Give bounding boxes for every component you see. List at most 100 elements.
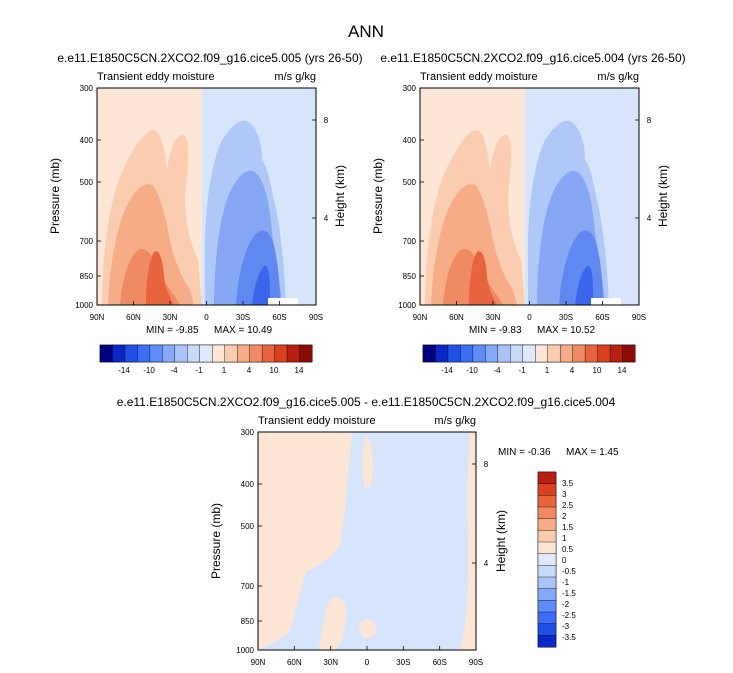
panel-3-positive-region-north	[258, 432, 352, 650]
cbar-2-label: 10	[593, 366, 602, 375]
cbar-3-swatch	[537, 483, 557, 496]
panel-1-xtick: 0	[204, 313, 209, 322]
panel-1-min: MIN = -9.85	[146, 325, 199, 336]
panel-2: e.e11.E1850C5CN.2XCO2.f09_g16.cice5.004 …	[371, 51, 686, 375]
cbar-3-label: 0	[562, 556, 567, 565]
cbar-1-swatch	[224, 344, 238, 363]
cbar-2-label: 14	[618, 366, 627, 375]
panel-3-y2tick: 8	[484, 460, 489, 469]
cbar-3-label: -1.5	[562, 589, 576, 598]
cbar-1-swatch	[236, 344, 251, 363]
panel-1-xtick: 90S	[309, 313, 323, 322]
cbar-1-label: -14	[118, 366, 130, 375]
panel-2-xtick: 30N	[486, 313, 501, 322]
cbar-1-swatch	[286, 344, 301, 363]
panel-2-x-ticks	[419, 301, 640, 305]
panel-1-x-ticks	[96, 301, 317, 305]
cbar-3-swatch	[537, 530, 557, 543]
panel-2-neg-contour-5	[575, 265, 593, 305]
panel-1-xtick: 30N	[163, 313, 178, 322]
cbar-1-swatch	[212, 344, 226, 363]
panel-2-xtick: 90N	[413, 313, 428, 322]
panel-3-xtick: 60N	[287, 658, 302, 667]
panel-3-ylabel: Pressure (mb)	[209, 503, 223, 579]
panel-2-y2tick: 4	[647, 214, 652, 223]
cbar-1-swatch	[149, 344, 163, 363]
panel-1-y-ticks	[97, 87, 101, 306]
panel-3-ytick: 1000	[236, 646, 254, 655]
cbar-2-swatch	[460, 344, 474, 363]
panel-3-left-label: Transient eddy moisture	[258, 415, 376, 427]
panel-2-ytick: 700	[403, 237, 417, 246]
panel-1-xtick: 30S	[236, 313, 250, 322]
panel-3-xtick: 30S	[396, 658, 410, 667]
cbar-3-swatch	[537, 495, 557, 508]
cbar-2-swatch	[422, 344, 436, 363]
cbar-3-label: 0.5	[562, 545, 574, 554]
panel-3-xtick: 0	[365, 658, 370, 667]
cbar-1-swatch	[299, 344, 313, 363]
cbar-2-label: -4	[493, 366, 501, 375]
panel-3-ytick: 400	[241, 480, 255, 489]
cbar-3-swatch	[537, 471, 557, 485]
panel-2-ytick: 400	[403, 136, 417, 145]
panel-3-y2tick: 4	[484, 559, 489, 568]
panel-3-xtick: 90N	[251, 658, 266, 667]
cbar-2-swatch	[559, 344, 574, 363]
cbar-2-swatch	[597, 344, 611, 363]
panel-2-ytick: 300	[403, 84, 417, 93]
cbar-1-swatch	[112, 344, 126, 363]
panel-1-colorbar-labels: -14 -10 -4 -1 1 4 10 14	[118, 366, 304, 375]
cbar-2-label: 4	[570, 366, 575, 375]
panel-3-y2label: Height (km)	[494, 510, 508, 572]
cbar-1-swatch	[274, 344, 288, 363]
cbar-1-label: -1	[195, 366, 203, 375]
panel-1-y2tick: 4	[324, 214, 329, 223]
panel-2-y-ticks	[420, 87, 424, 306]
panel-2-ytick: 1000	[398, 301, 416, 310]
cbar-3-swatch	[537, 611, 557, 625]
cbar-3-label: -2	[562, 600, 570, 609]
panel-1-contours	[97, 88, 316, 305]
cbar-1-swatch	[124, 344, 138, 363]
panel-2-ylabel: Pressure (mb)	[371, 158, 385, 234]
cbar-3-label: 1.5	[562, 523, 574, 532]
panel-3-ytick: 850	[241, 617, 255, 626]
panel-2-pos-contour-5	[469, 251, 497, 305]
cbar-3-label: -2.5	[562, 611, 576, 620]
panel-1-missing-area	[268, 298, 298, 305]
panel-1-ytick: 400	[80, 136, 94, 145]
panel-1: e.e11.E1850C5CN.2XCO2.f09_g16.cice5.005 …	[48, 51, 363, 375]
cbar-3-swatch	[537, 576, 557, 590]
panel-2-ytick: 500	[403, 178, 417, 187]
panel-1-left-label: Transient eddy moisture	[97, 71, 215, 83]
panel-3-x-ticks	[257, 646, 477, 650]
cbar-1-label: 10	[270, 366, 279, 375]
panel-1-ytick: 1000	[75, 301, 93, 310]
cbar-1-swatch	[137, 344, 151, 363]
panel-1-ylabel: Pressure (mb)	[48, 158, 62, 234]
panel-2-xtick: 60S	[595, 313, 609, 322]
panel-3-xtick: 90S	[469, 658, 483, 667]
panel-2-y2label: Height (km)	[656, 165, 670, 227]
cbar-1-label: 4	[247, 366, 252, 375]
panel-1-right-label: m/s g/kg	[274, 71, 316, 83]
cbar-2-label: 1	[545, 366, 550, 375]
cbar-1-swatch	[99, 344, 113, 363]
panel-1-pos-contour-5	[146, 251, 174, 305]
cbar-3-swatch	[537, 541, 557, 555]
panel-3-colorbar-labels: 3.5 3 2.5 2 1.5 1 0.5 0 -0.5 -1 -1.5 -2 …	[562, 479, 576, 642]
panel-1-max: MAX = 10.49	[214, 325, 273, 336]
cbar-1-swatch	[174, 344, 188, 363]
cbar-3-label: -3.5	[562, 633, 576, 642]
cbar-2-swatch	[472, 344, 486, 363]
panel-3-positive-spot	[359, 619, 377, 638]
cbar-2-swatch	[572, 344, 586, 363]
cbar-2-swatch	[435, 344, 449, 363]
cbar-1-swatch	[261, 344, 276, 363]
cbar-1-swatch	[187, 344, 201, 363]
cbar-2-swatch	[622, 344, 636, 363]
panel-2-missing-area	[591, 298, 621, 305]
cbar-2-label: -14	[441, 366, 453, 375]
